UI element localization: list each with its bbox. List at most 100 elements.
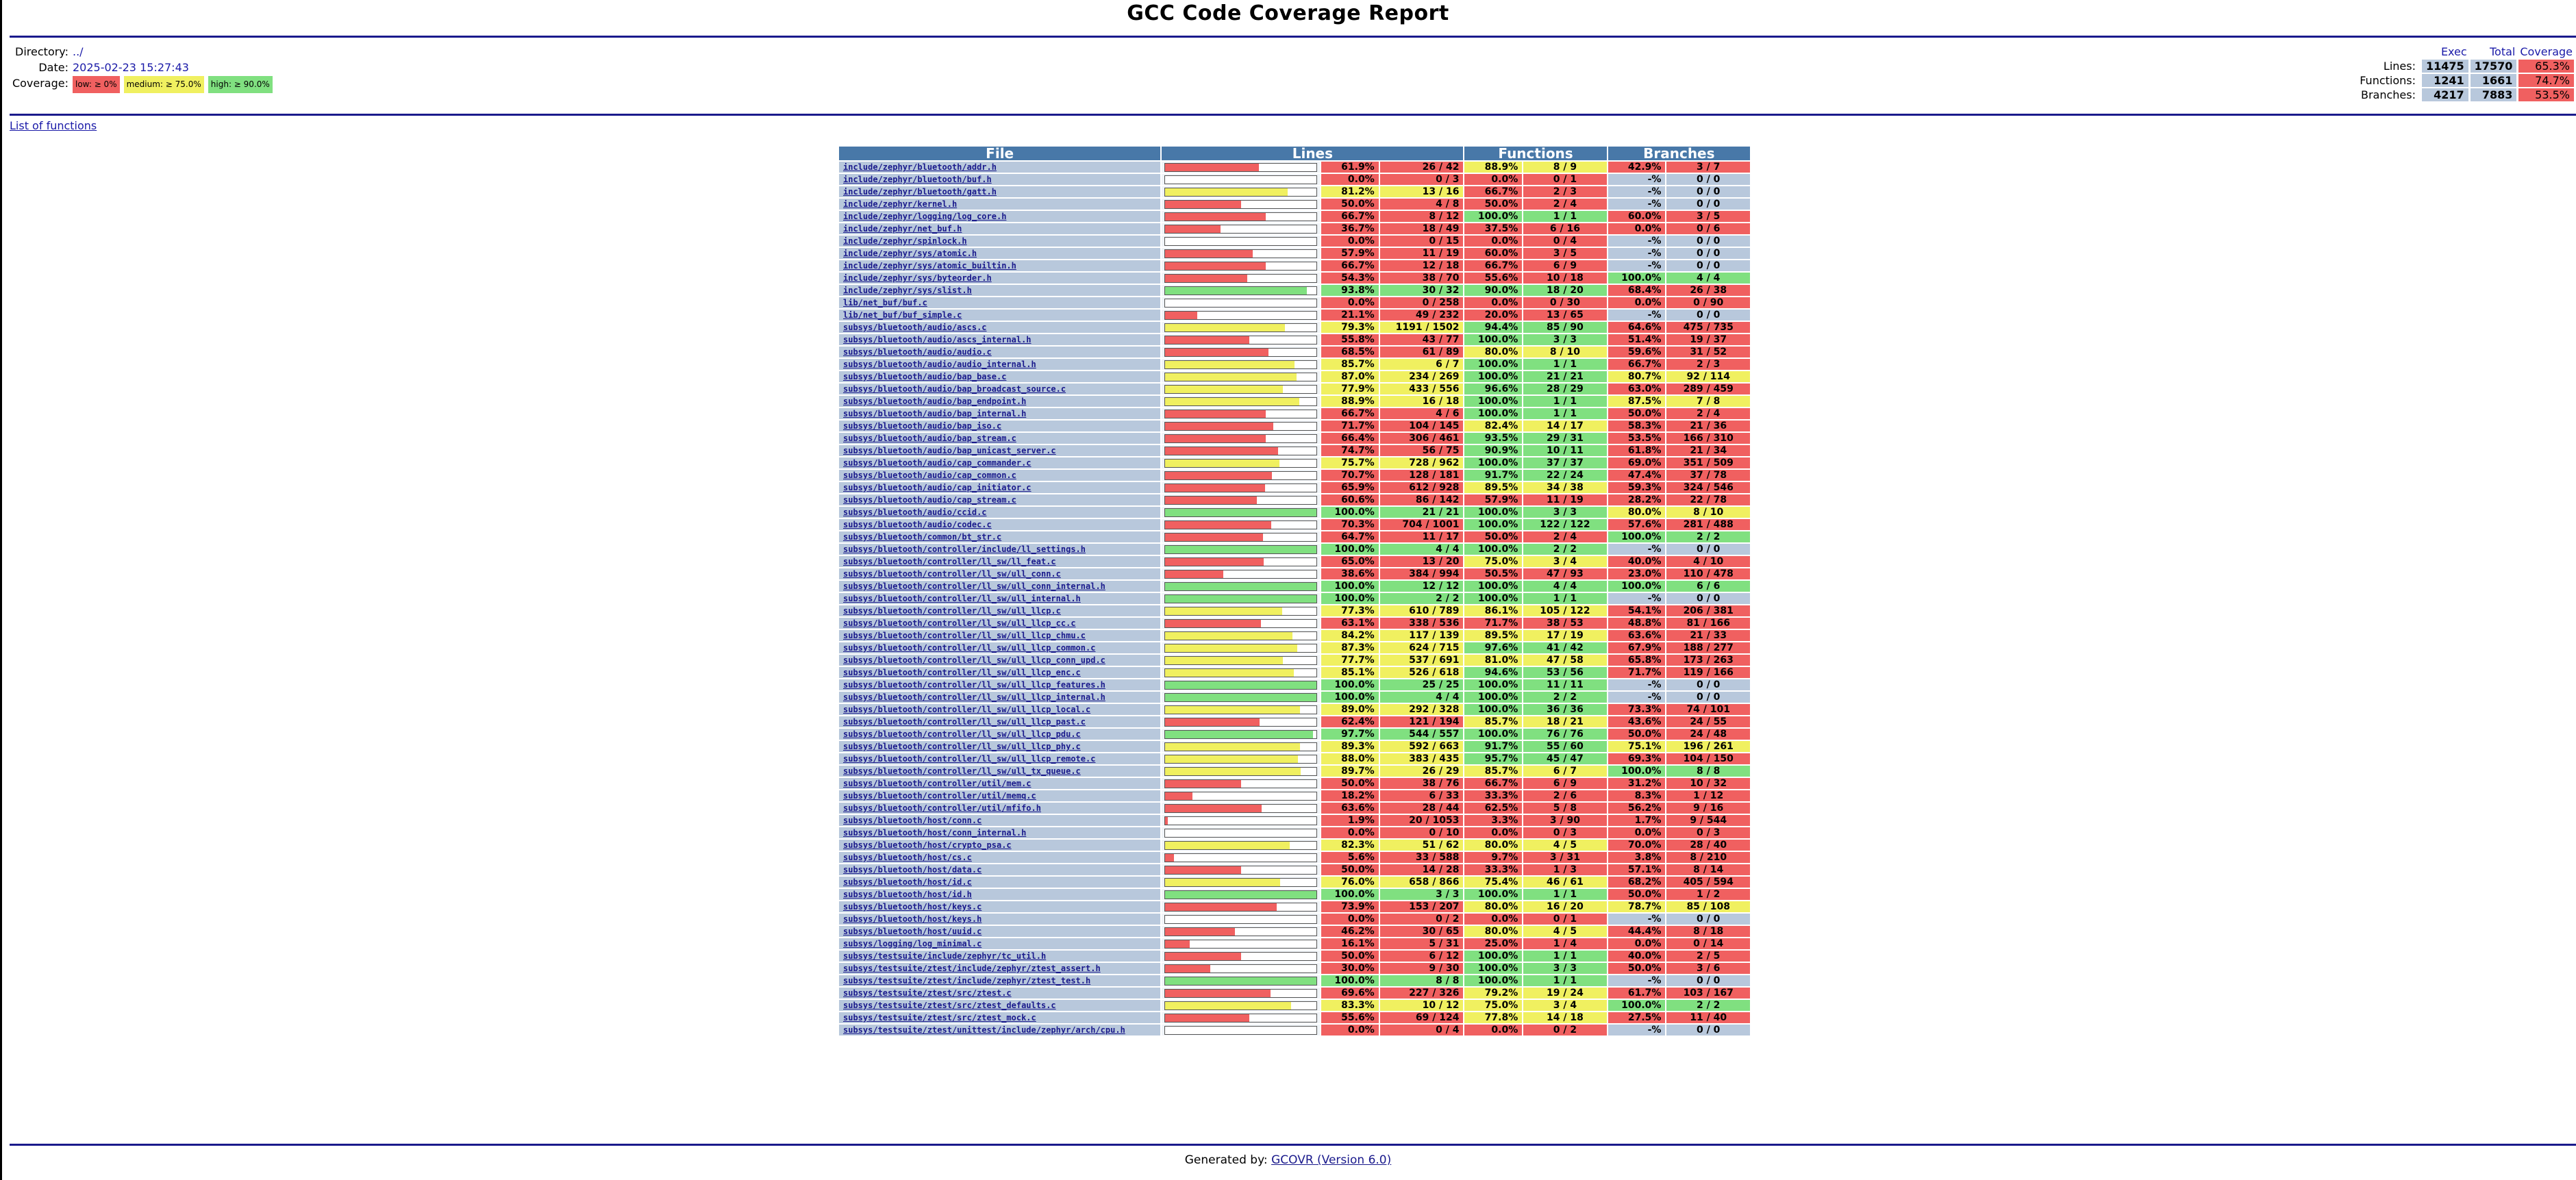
- file-link[interactable]: subsys/bluetooth/controller/ll_sw/ull_ll…: [843, 717, 1086, 727]
- file-link[interactable]: include/zephyr/bluetooth/addr.h: [843, 162, 997, 172]
- file-link[interactable]: include/zephyr/kernel.h: [843, 199, 958, 209]
- file-link[interactable]: subsys/bluetooth/controller/ll_sw/ull_co…: [843, 569, 1061, 579]
- list-of-functions-link[interactable]: List of functions: [10, 119, 97, 132]
- file-link[interactable]: subsys/bluetooth/host/uuid.c: [843, 927, 982, 936]
- file-link[interactable]: subsys/testsuite/ztest/include/zephyr/zt…: [843, 976, 1091, 986]
- file-link[interactable]: include/zephyr/spinlock.h: [843, 236, 967, 246]
- file-link[interactable]: subsys/bluetooth/controller/ll_sw/ull_co…: [843, 581, 1105, 591]
- functions-percent: 100.0%: [1464, 211, 1523, 222]
- file-link[interactable]: subsys/testsuite/ztest/src/ztest_default…: [843, 1001, 1056, 1010]
- file-link[interactable]: subsys/bluetooth/controller/ll_sw/ull_ll…: [843, 668, 1081, 677]
- coverage-bar-cell: [1162, 753, 1320, 764]
- file-link[interactable]: subsys/bluetooth/host/id.c: [843, 877, 972, 887]
- file-link[interactable]: subsys/bluetooth/audio/codec.c: [843, 520, 992, 529]
- table-row: subsys/bluetooth/host/uuid.c 46.2% 30 / 65…: [839, 926, 1750, 937]
- file-link[interactable]: subsys/bluetooth/common/bt_str.c: [843, 532, 1002, 542]
- file-link[interactable]: subsys/bluetooth/audio/bap_endpoint.h: [843, 397, 1027, 406]
- coverage-bar-cell: [1162, 741, 1320, 752]
- file-link[interactable]: subsys/bluetooth/audio/bap_broadcast_sou…: [843, 384, 1066, 394]
- table-row: subsys/bluetooth/audio/cap_commander.c 75…: [839, 457, 1750, 468]
- file-link[interactable]: subsys/bluetooth/host/conn_internal.h: [843, 828, 1027, 838]
- file-link[interactable]: subsys/bluetooth/controller/ll_sw/ull_ll…: [843, 618, 1076, 628]
- lines-count: 38 / 76: [1379, 778, 1464, 789]
- file-link[interactable]: include/zephyr/sys/byteorder.h: [843, 273, 992, 283]
- lines-percent: 66.7%: [1321, 408, 1379, 419]
- file-link[interactable]: subsys/bluetooth/audio/audio_internal.h: [843, 360, 1036, 369]
- file-link[interactable]: subsys/testsuite/include/zephyr/tc_util.…: [843, 951, 1047, 961]
- file-link[interactable]: subsys/bluetooth/controller/ll_sw/ull_ll…: [843, 705, 1091, 714]
- file-link[interactable]: subsys/bluetooth/controller/ll_sw/ull_ll…: [843, 643, 1096, 653]
- file-link[interactable]: subsys/bluetooth/audio/cap_initiator.c: [843, 483, 1031, 492]
- file-link[interactable]: subsys/bluetooth/host/keys.c: [843, 902, 982, 912]
- file-link[interactable]: subsys/bluetooth/controller/util/memq.c: [843, 791, 1036, 801]
- file-link[interactable]: include/zephyr/sys/atomic.h: [843, 249, 977, 258]
- file-link[interactable]: subsys/bluetooth/host/cs.c: [843, 853, 972, 862]
- file-link[interactable]: subsys/bluetooth/audio/ascs_internal.h: [843, 335, 1031, 344]
- file-link[interactable]: subsys/bluetooth/controller/ll_sw/ull_in…: [843, 594, 1081, 603]
- file-link[interactable]: include/zephyr/sys/atomic_builtin.h: [843, 261, 1016, 271]
- file-link[interactable]: lib/net_buf/buf_simple.c: [843, 310, 962, 320]
- file-link[interactable]: subsys/bluetooth/audio/bap_stream.c: [843, 434, 1016, 443]
- functions-percent: 79.2%: [1464, 988, 1523, 999]
- file-link[interactable]: subsys/bluetooth/controller/ll_sw/ull_ll…: [843, 692, 1105, 702]
- branches-count: 0 / 0: [1666, 260, 1750, 271]
- functions-percent: 71.7%: [1464, 618, 1523, 629]
- file-link[interactable]: subsys/bluetooth/controller/ll_sw/ull_tx…: [843, 766, 1081, 776]
- file-link[interactable]: subsys/bluetooth/audio/cap_commander.c: [843, 458, 1031, 468]
- file-link[interactable]: subsys/bluetooth/controller/ll_sw/ull_ll…: [843, 729, 1081, 739]
- branches-percent: 50.0%: [1608, 889, 1666, 900]
- coverage-bar: [1164, 729, 1317, 739]
- file-cell: subsys/bluetooth/audio/bap_endpoint.h: [839, 396, 1161, 407]
- lines-percent: 82.3%: [1321, 840, 1379, 851]
- file-link[interactable]: lib/net_buf/buf.c: [843, 298, 927, 307]
- file-link[interactable]: subsys/bluetooth/audio/audio.c: [843, 347, 992, 357]
- file-link[interactable]: subsys/bluetooth/audio/bap_iso.c: [843, 421, 1002, 431]
- file-link[interactable]: subsys/testsuite/ztest/src/ztest.c: [843, 988, 1012, 998]
- file-link[interactable]: subsys/bluetooth/controller/ll_sw/ull_ll…: [843, 606, 1061, 616]
- file-link[interactable]: subsys/bluetooth/host/keys.h: [843, 914, 982, 924]
- functions-percent: 0.0%: [1464, 827, 1523, 838]
- file-link[interactable]: subsys/bluetooth/controller/ll_sw/ll_fea…: [843, 557, 1056, 566]
- lines-percent: 100.0%: [1321, 581, 1379, 592]
- file-link[interactable]: include/zephyr/logging/log_core.h: [843, 212, 1007, 221]
- file-link[interactable]: include/zephyr/bluetooth/gatt.h: [843, 187, 997, 197]
- file-link[interactable]: subsys/bluetooth/audio/bap_internal.h: [843, 409, 1027, 418]
- file-link[interactable]: subsys/bluetooth/host/conn.c: [843, 816, 982, 825]
- gcovr-link[interactable]: GCOVR (Version 6.0): [1271, 1153, 1392, 1167]
- file-link[interactable]: subsys/bluetooth/controller/ll_sw/ull_ll…: [843, 631, 1086, 640]
- file-link[interactable]: subsys/bluetooth/controller/util/mfifo.h: [843, 803, 1041, 813]
- file-link[interactable]: subsys/testsuite/ztest/include/zephyr/zt…: [843, 964, 1101, 973]
- file-link[interactable]: subsys/bluetooth/controller/include/ll_s…: [843, 544, 1086, 554]
- functions-count: 16 / 20: [1523, 901, 1607, 912]
- file-link[interactable]: subsys/bluetooth/controller/ll_sw/ull_ll…: [843, 742, 1081, 751]
- file-link[interactable]: subsys/bluetooth/audio/bap_unicast_serve…: [843, 446, 1056, 455]
- file-link[interactable]: subsys/bluetooth/audio/cap_common.c: [843, 470, 1016, 480]
- file-link[interactable]: subsys/bluetooth/host/data.c: [843, 865, 982, 875]
- lines-percent: 83.3%: [1321, 1000, 1379, 1011]
- file-link[interactable]: subsys/bluetooth/audio/bap_base.c: [843, 372, 1007, 381]
- lines-count: 624 / 715: [1379, 642, 1464, 653]
- functions-count: 45 / 47: [1523, 753, 1607, 764]
- file-link[interactable]: subsys/bluetooth/audio/ccid.c: [843, 507, 987, 517]
- table-row: subsys/bluetooth/controller/ll_sw/ull_ll…: [839, 630, 1750, 641]
- file-link[interactable]: subsys/bluetooth/controller/util/mem.c: [843, 779, 1031, 788]
- file-link[interactable]: subsys/bluetooth/audio/ascs.c: [843, 323, 987, 332]
- file-link[interactable]: subsys/bluetooth/controller/ll_sw/ull_ll…: [843, 754, 1096, 764]
- file-link[interactable]: subsys/bluetooth/controller/ll_sw/ull_ll…: [843, 680, 1105, 690]
- file-link[interactable]: subsys/bluetooth/controller/ll_sw/ull_ll…: [843, 655, 1105, 665]
- file-link[interactable]: include/zephyr/net_buf.h: [843, 224, 962, 234]
- coverage-bar: [1164, 298, 1317, 307]
- file-link[interactable]: subsys/bluetooth/host/crypto_psa.c: [843, 840, 1012, 850]
- table-row: subsys/bluetooth/audio/bap_iso.c 71.7% 104…: [839, 420, 1750, 431]
- summary-coverage: 65.3%: [2518, 60, 2574, 73]
- file-link[interactable]: subsys/testsuite/ztest/src/ztest_mock.c: [843, 1013, 1036, 1022]
- file-link[interactable]: subsys/logging/log_minimal.c: [843, 939, 982, 949]
- file-link[interactable]: subsys/bluetooth/host/id.h: [843, 890, 972, 899]
- file-link[interactable]: subsys/bluetooth/audio/cap_stream.c: [843, 495, 1016, 505]
- coverage-bar-fill: [1165, 730, 1313, 738]
- branches-percent: 80.7%: [1608, 371, 1666, 382]
- file-link[interactable]: subsys/testsuite/ztest/unittest/include/…: [843, 1025, 1125, 1035]
- table-row: subsys/bluetooth/controller/ll_sw/ull_ll…: [839, 753, 1750, 764]
- file-link[interactable]: include/zephyr/sys/slist.h: [843, 286, 972, 295]
- file-link[interactable]: include/zephyr/bluetooth/buf.h: [843, 175, 992, 184]
